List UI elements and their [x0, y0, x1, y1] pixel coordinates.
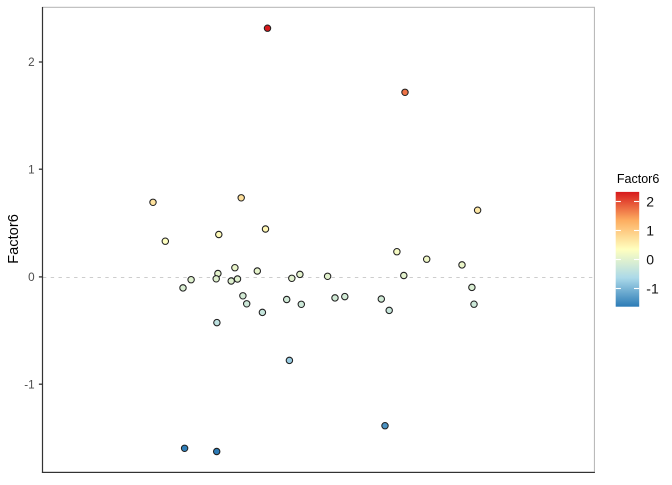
svg-text:-1: -1	[646, 280, 659, 296]
svg-text:2: 2	[646, 193, 654, 209]
svg-text:Factor6: Factor6	[617, 172, 659, 186]
svg-text:0: 0	[646, 251, 654, 267]
svg-text:-1: -1	[24, 378, 34, 391]
svg-text:1: 1	[646, 222, 654, 238]
svg-text:Factor6: Factor6	[6, 214, 22, 264]
svg-text:2: 2	[28, 56, 35, 69]
svg-text:1: 1	[28, 163, 35, 176]
svg-text:0: 0	[28, 271, 35, 284]
